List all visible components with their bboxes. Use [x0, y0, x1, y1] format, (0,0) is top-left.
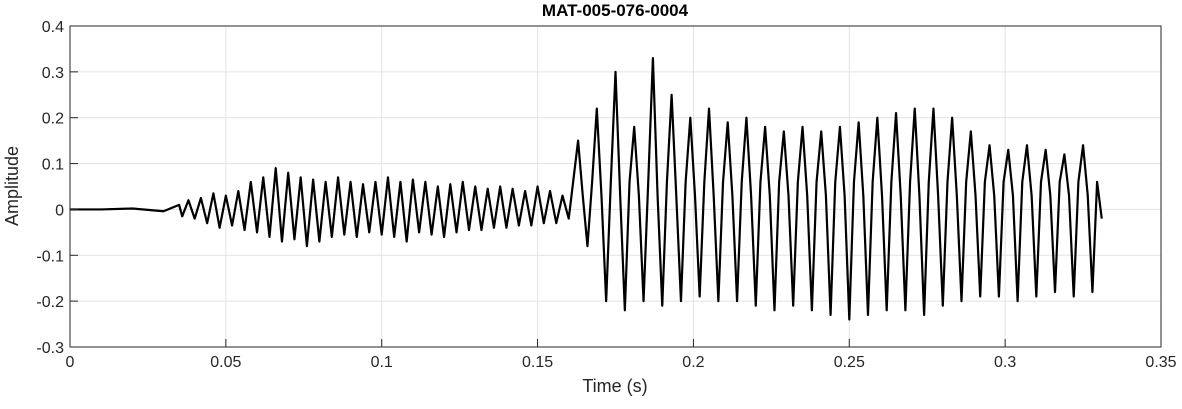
- y-tick-label: -0.1: [36, 248, 64, 265]
- y-axis-label: Amplitude: [2, 146, 22, 226]
- x-tick-label: 0.05: [210, 354, 241, 371]
- x-tick-label: 0: [66, 354, 75, 371]
- plot: [70, 57, 1103, 321]
- chart-title: MAT-005-076-0004: [542, 1, 689, 20]
- x-tick-label: 0.3: [994, 354, 1016, 371]
- x-tick-label: 0.1: [371, 354, 393, 371]
- x-tick-label: 0.2: [682, 354, 704, 371]
- y-tick-label: -0.3: [36, 340, 64, 357]
- axes-box: [69, 25, 1162, 348]
- y-tick-label: 0: [55, 202, 64, 219]
- y-tick-label: 0.2: [42, 111, 64, 128]
- x-tick-label: 0.15: [522, 354, 553, 371]
- waveform-line: [70, 57, 1103, 321]
- y-tick-label: -0.2: [36, 294, 64, 311]
- x-axis-label: Time (s): [582, 376, 647, 396]
- y-tick-label: 0.1: [42, 157, 64, 174]
- x-tick-label: 0.25: [834, 354, 865, 371]
- y-tick-label: 0.3: [42, 65, 64, 82]
- y-tick-label: 0.4: [42, 19, 64, 36]
- x-tick-label: 0.35: [1145, 354, 1176, 371]
